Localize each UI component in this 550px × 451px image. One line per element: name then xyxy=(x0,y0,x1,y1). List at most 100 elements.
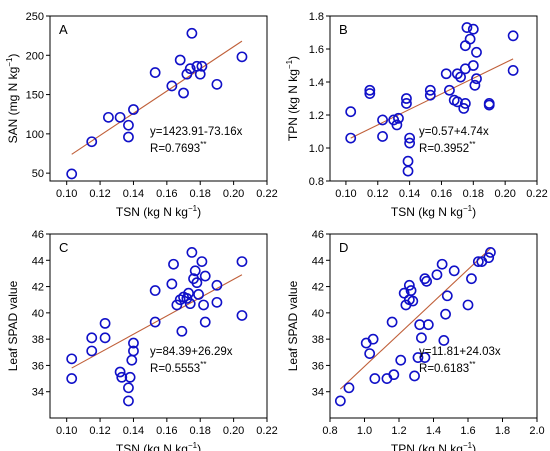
data-point xyxy=(193,289,204,300)
y-tick-label: 38 xyxy=(312,334,324,346)
data-point xyxy=(184,63,196,75)
r-squared-value: =0.7693 xyxy=(158,143,200,155)
r-squared-symbol: R xyxy=(150,143,158,155)
data-point xyxy=(128,104,139,115)
data-point xyxy=(462,299,474,311)
data-point xyxy=(181,292,193,304)
data-point xyxy=(404,132,416,144)
regression-line xyxy=(350,58,514,139)
data-point xyxy=(149,316,161,328)
data-point xyxy=(184,298,196,310)
data-point xyxy=(364,84,376,96)
data-point xyxy=(441,290,453,302)
data-point xyxy=(471,73,482,85)
data-point xyxy=(393,112,404,124)
data-point xyxy=(440,68,452,80)
data-point xyxy=(448,265,460,277)
data-point xyxy=(345,106,357,118)
data-point xyxy=(186,27,198,39)
panel-b: 0.10 0.12 0.14 0.16 0.18 0.20 0.22 0.8 1.0 1.2 1.4… xyxy=(285,11,548,219)
plot-frame xyxy=(329,15,538,182)
r-squared-symbol: R xyxy=(419,143,427,155)
x-axis-label-end: ) xyxy=(472,205,476,219)
data-point xyxy=(377,131,388,142)
r-squared-value: =0.3952 xyxy=(427,143,469,155)
x-axis-label: TSN (kg N kg−1) xyxy=(116,204,201,219)
data-point xyxy=(461,22,473,33)
data-point xyxy=(123,382,134,394)
x-tick-label: 1.8 xyxy=(495,425,510,437)
data-point xyxy=(211,296,223,308)
y-tick-label: 200 xyxy=(26,50,44,62)
significance-stars: ** xyxy=(469,140,475,149)
x-axis-label-end: ) xyxy=(197,442,201,451)
data-point xyxy=(469,79,481,91)
data-point xyxy=(451,68,463,80)
y-axis-label-text: SAN (mg N kg xyxy=(6,67,20,144)
data-point xyxy=(407,295,419,307)
data-point xyxy=(419,273,431,285)
x-tick-label: 0.14 xyxy=(399,188,420,200)
data-point xyxy=(436,258,448,270)
y-axis-label-text: Leaf SPAD value xyxy=(6,280,20,371)
x-tick-label: 1.6 xyxy=(460,425,475,437)
regression-equation: y=1423.91-73.16x xyxy=(150,126,243,138)
data-point xyxy=(364,348,376,359)
x-tick-label: 0.20 xyxy=(223,188,244,200)
data-point xyxy=(472,256,484,267)
x-tick-label: 1.0 xyxy=(357,425,372,437)
x-axis-label: TSN (kg N kg−1) xyxy=(116,441,201,451)
data-point xyxy=(459,40,471,52)
y-tick-label: 46 xyxy=(312,229,324,241)
x-tick-label: 0.20 xyxy=(223,425,244,437)
data-point xyxy=(114,111,126,123)
data-point xyxy=(99,332,111,344)
data-point xyxy=(174,294,186,306)
y-axis-label-text: TPN (kg N kg xyxy=(286,69,300,141)
y-tick-label: 1.2 xyxy=(309,110,324,122)
data-point xyxy=(431,269,443,281)
data-point xyxy=(124,371,136,383)
data-point xyxy=(334,395,346,407)
data-point xyxy=(196,60,208,72)
data-point xyxy=(198,299,209,311)
data-point xyxy=(126,354,138,366)
x-tick-label: 0.18 xyxy=(190,425,211,437)
r-squared: R=0.7693** xyxy=(150,140,206,155)
data-point xyxy=(149,285,161,296)
x-tick-label: 0.10 xyxy=(56,188,77,200)
data-point xyxy=(236,256,248,267)
y-axis-label: Leaf SPAD value xyxy=(286,280,300,371)
x-axis-label: TPN (kg N kg−1) xyxy=(391,441,476,451)
data-point xyxy=(507,30,519,42)
data-point xyxy=(183,287,194,299)
x-tick-label: 0.10 xyxy=(56,425,77,437)
y-axis-label: Leaf SPAD value xyxy=(6,280,20,371)
x-axis-label-text: TSN (kg N kg xyxy=(116,205,188,219)
y-tick-label: 34 xyxy=(312,387,324,399)
significance-stars: ** xyxy=(200,140,206,149)
data-point xyxy=(455,71,466,83)
r-squared-symbol: R xyxy=(150,363,158,375)
panel-label: B xyxy=(339,22,348,37)
x-tick-label: 0.18 xyxy=(190,188,211,200)
data-point xyxy=(466,273,477,285)
panel-a: 0.10 0.12 0.14 0.16 0.18 0.20 0.22 50 100 150 200 2… xyxy=(5,11,278,219)
data-point xyxy=(123,395,134,407)
data-point xyxy=(391,119,403,131)
y-tick-label: 250 xyxy=(26,11,44,23)
data-point xyxy=(116,371,128,383)
regression-equation: y=11.81+24.03x xyxy=(419,346,501,358)
y-axis-label: TPN (kg N kg−1) xyxy=(285,56,300,141)
y-axis-label-end: ) xyxy=(286,56,300,60)
regression-equation: y=84.39+26.29x xyxy=(150,346,233,358)
y-tick-label: 44 xyxy=(32,255,44,267)
x-tick-label: 2.0 xyxy=(529,425,544,437)
data-point xyxy=(128,345,139,357)
y-axis-label-superscript: −1 xyxy=(285,59,294,69)
x-tick-label: 0.12 xyxy=(367,188,388,200)
panel-d: 0.8 1.0 1.2 1.4 1.6 1.8 2.0 34 36 38 40 42 44 46 Dy=11… xyxy=(286,229,545,451)
y-tick-label: 36 xyxy=(32,360,44,372)
y-tick-label: 1.6 xyxy=(309,44,324,56)
y-tick-label: 40 xyxy=(32,308,44,320)
